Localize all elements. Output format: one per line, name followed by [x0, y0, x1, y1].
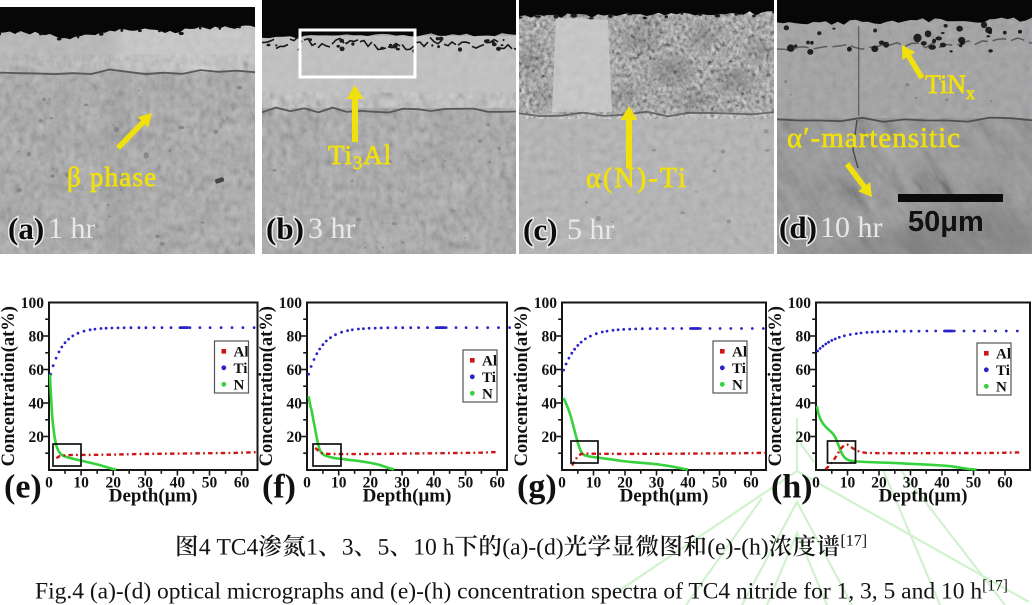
- svg-text:50: 50: [966, 475, 982, 492]
- svg-text:β phase: β phase: [67, 162, 157, 192]
- svg-text:10: 10: [73, 475, 89, 492]
- svg-text:N: N: [996, 380, 1007, 396]
- svg-text:80: 80: [287, 329, 303, 346]
- svg-text:Concentration(at%): Concentration(at%): [257, 306, 277, 466]
- svg-text:100: 100: [788, 295, 812, 312]
- svg-text:60: 60: [287, 362, 303, 379]
- svg-text:(a): (a): [8, 211, 44, 246]
- svg-text:100: 100: [21, 295, 45, 312]
- svg-text:40: 40: [934, 475, 950, 492]
- svg-text:20: 20: [542, 429, 558, 446]
- svg-text:40: 40: [29, 396, 45, 413]
- svg-text:50μm: 50μm: [908, 206, 984, 238]
- svg-text:50: 50: [458, 475, 474, 492]
- svg-text:30: 30: [903, 475, 919, 492]
- svg-text:10: 10: [586, 475, 602, 492]
- svg-text:40: 40: [680, 475, 696, 492]
- svg-text:80: 80: [29, 329, 45, 346]
- svg-text:100: 100: [534, 295, 558, 312]
- svg-text:60: 60: [743, 475, 759, 492]
- svg-text:30: 30: [649, 475, 665, 492]
- svg-text:20: 20: [105, 475, 121, 492]
- svg-text:(e): (e): [4, 469, 42, 506]
- svg-text:60: 60: [489, 475, 505, 492]
- svg-text:(c): (c): [523, 212, 557, 247]
- svg-text:Depth(μm): Depth(μm): [363, 486, 452, 507]
- svg-text:(d): (d): [779, 210, 817, 245]
- svg-text:100: 100: [279, 295, 303, 312]
- svg-text:Ti: Ti: [234, 361, 248, 377]
- svg-text:5 hr: 5 hr: [567, 213, 615, 246]
- svg-text:50: 50: [202, 475, 218, 492]
- svg-text:30: 30: [138, 475, 154, 492]
- svg-text:20: 20: [363, 475, 379, 492]
- svg-text:80: 80: [796, 329, 812, 346]
- svg-text:10: 10: [331, 475, 347, 492]
- svg-text:Al: Al: [732, 345, 747, 361]
- svg-text:30: 30: [394, 475, 410, 492]
- svg-text:α′-martensitic: α′-martensitic: [787, 122, 961, 154]
- svg-text:0: 0: [812, 475, 820, 492]
- svg-text:Al: Al: [234, 345, 249, 361]
- svg-text:Al: Al: [996, 347, 1011, 363]
- svg-text:(b): (b): [266, 211, 304, 246]
- svg-text:Concentration(at%): Concentration(at%): [766, 306, 786, 466]
- svg-text:N: N: [482, 387, 493, 403]
- svg-text:40: 40: [542, 396, 558, 413]
- svg-text:(h): (h): [771, 469, 813, 506]
- svg-text:20: 20: [617, 475, 633, 492]
- svg-text:(f): (f): [262, 469, 296, 506]
- svg-text:20: 20: [29, 429, 45, 446]
- svg-text:Al: Al: [482, 354, 497, 370]
- svg-text:N: N: [234, 378, 245, 394]
- svg-text:40: 40: [170, 475, 186, 492]
- svg-text:Ti: Ti: [732, 361, 746, 377]
- svg-text:α(N)-Ti: α(N)-Ti: [586, 163, 688, 194]
- svg-text:3 hr: 3 hr: [308, 212, 356, 245]
- svg-text:20: 20: [871, 475, 887, 492]
- svg-text:10 hr: 10 hr: [820, 211, 883, 244]
- svg-text:40: 40: [287, 396, 303, 413]
- svg-text:60: 60: [29, 362, 45, 379]
- svg-text:10: 10: [840, 475, 856, 492]
- svg-text:0: 0: [303, 475, 311, 492]
- svg-text:60: 60: [796, 362, 812, 379]
- svg-text:50: 50: [712, 475, 728, 492]
- svg-text:1 hr: 1 hr: [48, 212, 96, 245]
- svg-text:60: 60: [234, 475, 250, 492]
- svg-text:0: 0: [558, 475, 566, 492]
- svg-text:60: 60: [542, 362, 558, 379]
- svg-text:40: 40: [796, 396, 812, 413]
- svg-text:Depth(μm): Depth(μm): [109, 486, 198, 507]
- svg-text:0: 0: [45, 475, 53, 492]
- svg-text:20: 20: [287, 429, 303, 446]
- svg-text:Ti: Ti: [482, 370, 496, 386]
- svg-text:Concentration(at%): Concentration(at%): [0, 306, 19, 466]
- svg-text:Depth(μm): Depth(μm): [620, 486, 709, 507]
- svg-text:60: 60: [997, 475, 1013, 492]
- svg-text:N: N: [732, 378, 743, 394]
- svg-text:20: 20: [796, 429, 812, 446]
- svg-text:80: 80: [542, 329, 558, 346]
- svg-text:Fig.4 (a)-(d) optical microgra: Fig.4 (a)-(d) optical micrographs and (e…: [35, 578, 1008, 605]
- svg-text:Concentration(at%): Concentration(at%): [512, 306, 532, 466]
- svg-text:Depth(μm): Depth(μm): [879, 486, 968, 507]
- svg-text:Ti: Ti: [996, 363, 1010, 379]
- svg-text:(g): (g): [517, 469, 557, 506]
- svg-text:40: 40: [426, 475, 442, 492]
